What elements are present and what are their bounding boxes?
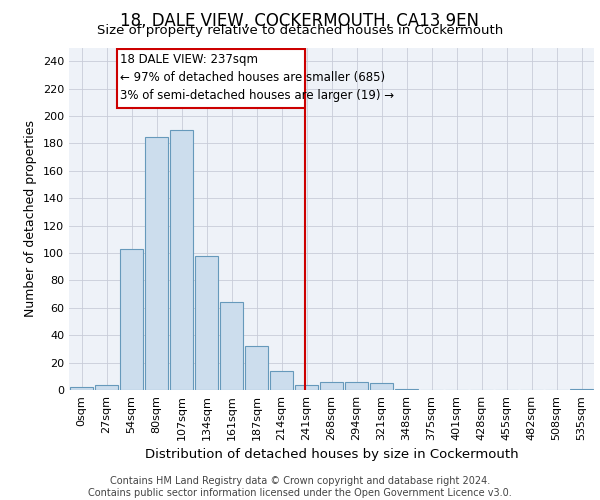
Bar (116, 49, 305, 108)
Text: 18 DALE VIEW: 237sqm: 18 DALE VIEW: 237sqm (120, 53, 258, 66)
Bar (195, 256, 218, 390)
Bar (220, 302, 243, 390)
Bar (320, 382, 343, 390)
Bar (370, 383, 393, 390)
Bar (70, 388, 93, 390)
Y-axis label: Number of detached properties: Number of detached properties (25, 120, 37, 318)
Bar (170, 130, 193, 390)
Text: Size of property relative to detached houses in Cockermouth: Size of property relative to detached ho… (97, 24, 503, 37)
Bar (570, 388, 593, 390)
Bar (245, 346, 268, 390)
X-axis label: Distribution of detached houses by size in Cockermouth: Distribution of detached houses by size … (145, 448, 518, 462)
Text: Contains HM Land Registry data © Crown copyright and database right 2024.
Contai: Contains HM Land Registry data © Crown c… (88, 476, 512, 498)
Bar (295, 384, 318, 390)
Bar (120, 249, 143, 390)
Bar (395, 388, 418, 390)
Text: ← 97% of detached houses are smaller (685): ← 97% of detached houses are smaller (68… (120, 71, 385, 84)
Bar (95, 384, 118, 390)
Text: 18, DALE VIEW, COCKERMOUTH, CA13 9EN: 18, DALE VIEW, COCKERMOUTH, CA13 9EN (121, 12, 479, 30)
Bar (270, 371, 293, 390)
Bar (145, 136, 168, 390)
Text: 3% of semi-detached houses are larger (19) →: 3% of semi-detached houses are larger (1… (120, 88, 394, 102)
Bar (345, 382, 368, 390)
